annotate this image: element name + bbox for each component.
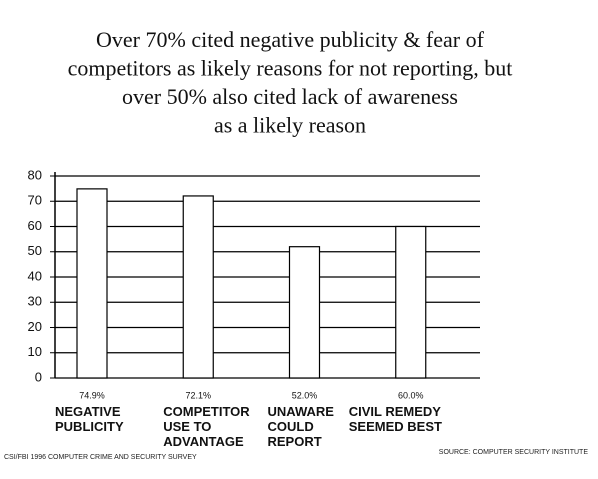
value-label: 60.0% [398, 390, 424, 400]
y-tick-label: 40 [28, 268, 42, 283]
bar [395, 225, 427, 379]
x-tick-label: COMPETITOR USE TO ADVANTAGE [163, 404, 250, 449]
value-label: 72.1% [185, 390, 211, 400]
note: CSI/FBI 1996 COMPUTER CRIME AND SECURITY… [4, 454, 197, 461]
chart-title: over 50% also cited lack of awareness [122, 84, 458, 109]
y-tick-label: 30 [28, 294, 42, 309]
bar [76, 188, 108, 379]
y-tick-label: 60 [28, 218, 42, 233]
y-tick-label: 10 [28, 344, 42, 359]
y-tick-label: 0 [35, 369, 42, 384]
y-tick-label: 20 [28, 319, 42, 334]
chart-title: Over 70% cited negative publicity & fear… [96, 27, 485, 52]
bar [182, 195, 214, 379]
x-tick-label: UNAWARE COULD REPORT [267, 404, 334, 449]
chart-title: competitors as likely reasons for not re… [68, 56, 513, 81]
y-tick-label: 80 [28, 167, 42, 182]
value-label: 74.9% [79, 390, 105, 400]
x-tick-label: NEGATIVE PUBLICITY [55, 404, 124, 434]
x-tick-label: CIVIL REMEDY SEEMED BEST [348, 404, 442, 434]
value-label: 52.0% [292, 390, 318, 400]
chart-title: as a likely reason [214, 113, 366, 138]
y-tick-label: 70 [28, 193, 42, 208]
bar [288, 246, 321, 379]
source: SOURCE: COMPUTER SECURITY INSTITUTE [439, 449, 589, 456]
y-tick-label: 50 [28, 243, 42, 258]
